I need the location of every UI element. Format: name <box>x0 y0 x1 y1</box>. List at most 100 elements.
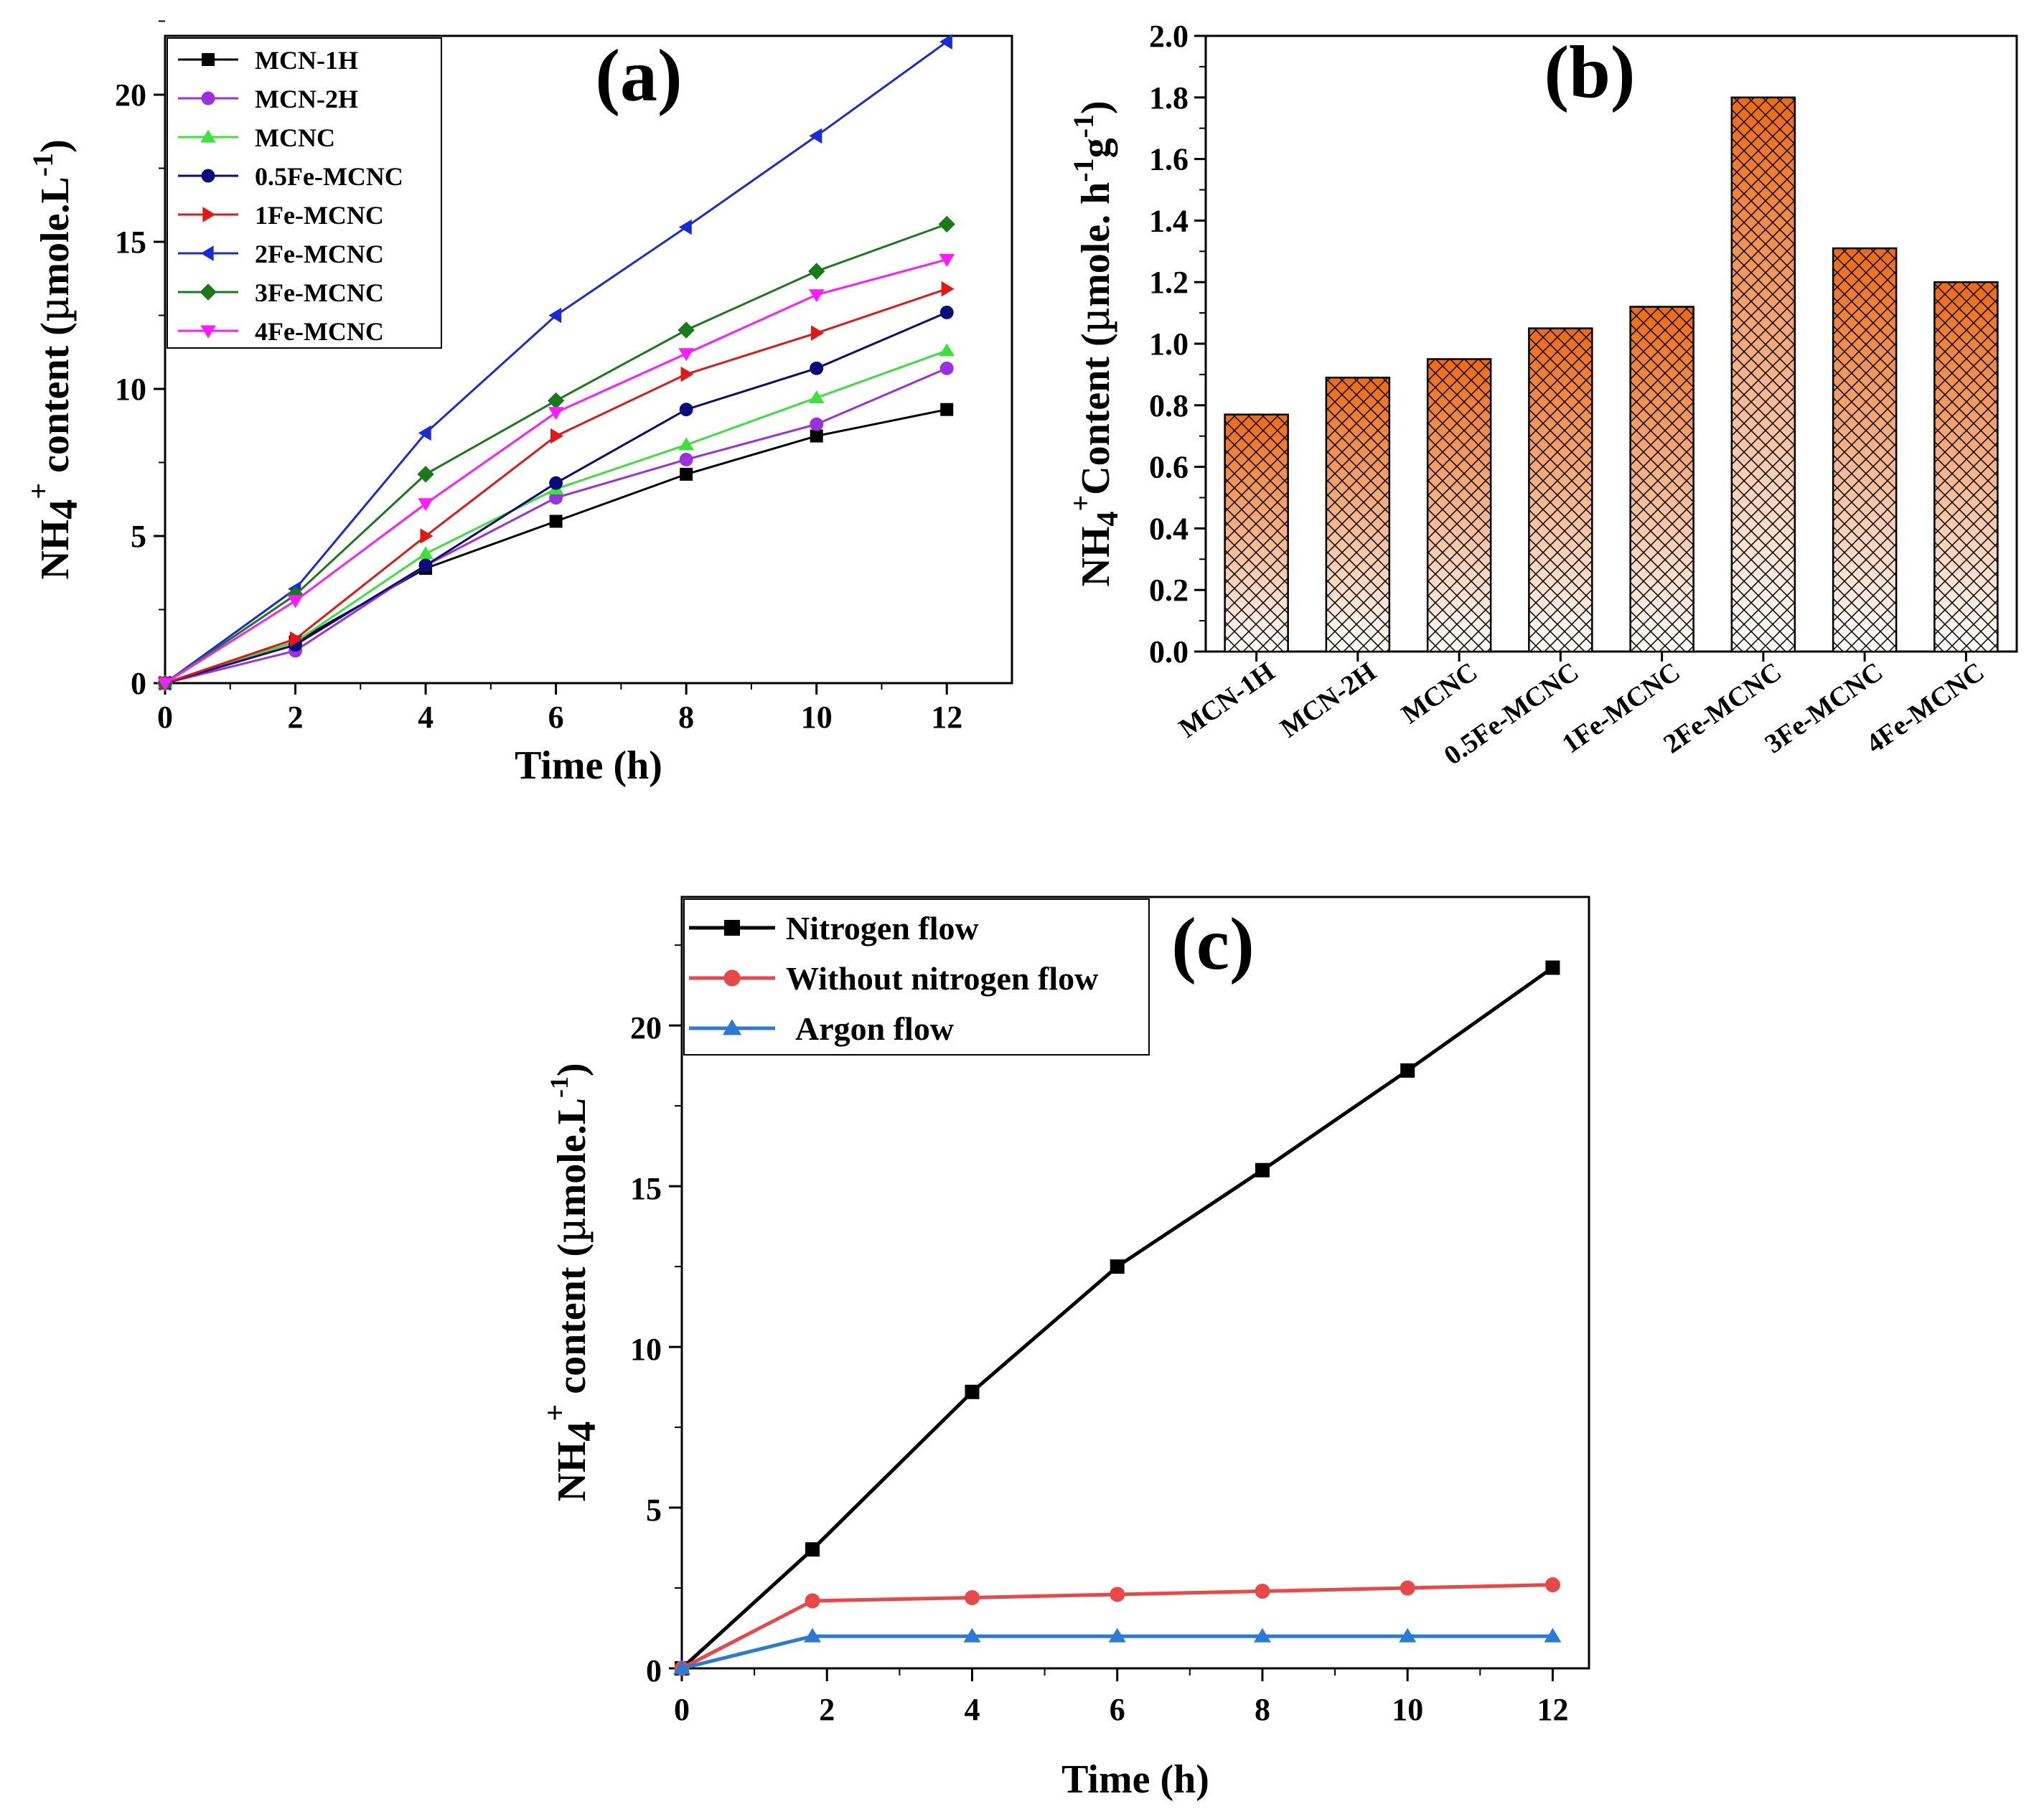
y-label-sup: -1 <box>1067 158 1100 182</box>
data-point <box>1399 1627 1417 1643</box>
panel-c-line-chart: 0 2 4 6 8 10 12 0 5 10 15 20 (c) Nitrogen flow Witho… <box>539 896 1590 1802</box>
y-label-sub4: 4 <box>560 1421 604 1442</box>
data-point <box>548 307 562 324</box>
data-point <box>810 429 823 443</box>
y-tick-label: 20 <box>630 1010 662 1045</box>
data-point <box>808 390 825 403</box>
legend-marker <box>202 207 216 222</box>
data-point <box>1108 1627 1126 1643</box>
panel-c-ticks: 0 2 4 6 8 10 12 0 5 10 15 20 <box>630 944 1568 1727</box>
panel-c-legend: Nitrogen flow Without nitrogen flow Argon … <box>683 898 1150 1056</box>
data-point <box>680 366 694 382</box>
y-label-mu: µ <box>1072 307 1119 333</box>
bar-hatch <box>1224 413 1289 653</box>
legend-label: Argon flow <box>795 1010 954 1047</box>
y-tick-label: 1.8 <box>1149 80 1189 116</box>
data-point <box>938 215 955 233</box>
data-point <box>678 348 694 362</box>
x-tick-label: 2 <box>288 700 304 735</box>
data-point <box>1545 960 1560 975</box>
panel-a-plot-frame <box>164 34 1013 685</box>
category-label: MCN-1H <box>1173 657 1280 744</box>
panel-a-series <box>156 34 955 692</box>
y-label-sup-plus: + <box>22 483 55 499</box>
category-label: MCN-2H <box>1275 657 1382 744</box>
y-label-content: Content ( <box>1074 333 1118 495</box>
data-point <box>420 528 433 544</box>
y-tick-label: 0.4 <box>1149 511 1189 546</box>
legend-marker <box>201 91 215 105</box>
data-point <box>939 34 952 50</box>
data-point <box>1400 1063 1415 1078</box>
y-label-mu: µ <box>32 296 78 322</box>
x-tick-label: 10 <box>1392 1692 1423 1727</box>
y-label-mu: µ <box>548 1217 595 1243</box>
data-point <box>1110 1259 1125 1274</box>
panel-a-line-chart: 0 2 4 6 8 10 12 0 5 10 15 20 (a) MCN-1H MCN-2H MCNC 0.… <box>22 20 1013 788</box>
x-tick-label: 12 <box>931 700 962 735</box>
x-tick-label: 8 <box>1255 1692 1270 1727</box>
panel-a-x-axis-label: Time (h) <box>515 743 662 788</box>
data-point <box>418 425 431 441</box>
y-tick-label: 0.0 <box>1149 634 1189 669</box>
y-tick-label: 0.6 <box>1149 450 1189 485</box>
x-tick-label: 10 <box>801 700 833 735</box>
panel-c-label: (c) <box>1171 903 1254 985</box>
data-point <box>679 452 693 466</box>
y-tick-label: 0.2 <box>1149 573 1189 608</box>
data-point <box>157 677 173 691</box>
series-line <box>680 966 1554 1670</box>
panel-a-legend: MCN-1H MCN-2H MCNC 0.5Fe-MCNC 1Fe-MCNC 2Fe-MC… <box>167 37 442 349</box>
data-point <box>808 289 825 303</box>
panel-b-y-axis-label: NH4+Content (µmole. h-1g-1) <box>1064 100 1125 586</box>
data-point <box>939 253 955 267</box>
legend-marker <box>200 283 217 301</box>
panel-a-ticks: 0 2 4 6 8 10 12 0 5 10 15 20 <box>115 20 962 735</box>
x-tick-label: 2 <box>819 1692 835 1727</box>
data-point <box>805 1542 820 1557</box>
data-point <box>549 476 563 490</box>
y-label-close: ) <box>33 139 78 153</box>
x-tick-label: 0 <box>674 1692 690 1727</box>
panel-c-y-axis-label: NH4+ content (µmole.L-1) <box>539 1063 604 1501</box>
bar-hatch <box>1426 358 1492 653</box>
y-label-sup-plus: + <box>1064 495 1097 512</box>
data-point <box>964 1589 980 1605</box>
x-tick-label: 12 <box>1537 1692 1568 1727</box>
data-point <box>679 403 693 417</box>
legend-marker <box>200 245 214 261</box>
legend-label: 0.5Fe-MCNC <box>255 162 403 191</box>
data-point <box>680 467 693 481</box>
panel-c-plot-frame <box>680 896 1590 1670</box>
y-label-sub4: 4 <box>42 499 86 520</box>
data-point <box>547 392 565 410</box>
data-point <box>1255 1162 1270 1178</box>
y-label-sup2: -1 <box>1067 114 1100 138</box>
y-label-close: ) <box>550 1063 594 1076</box>
data-point <box>289 631 303 647</box>
y-tick-label: 20 <box>115 77 146 113</box>
bar-hatch <box>1832 247 1898 653</box>
y-tick-label: 0.8 <box>1149 388 1189 423</box>
legend-marker <box>723 969 741 987</box>
panel-a-legend-box <box>167 37 442 349</box>
data-point <box>1400 1580 1415 1596</box>
legend-marker <box>724 920 740 936</box>
x-tick-label: 0 <box>157 700 173 735</box>
data-point <box>1544 1577 1560 1593</box>
data-point <box>678 437 694 451</box>
y-label-content: content ( <box>550 1244 594 1404</box>
legend-marker <box>201 169 215 183</box>
x-tick-label: 6 <box>548 700 564 735</box>
data-point <box>805 1593 820 1609</box>
y-label-sup-plus: + <box>539 1404 572 1421</box>
panel-b-bar-chart: 0.00.20.40.60.81.01.21.41.61.82.0MCN-1HM… <box>1064 19 2018 771</box>
data-point <box>939 305 954 319</box>
x-tick-label: 8 <box>678 700 694 735</box>
panel-b-label: (b) <box>1544 31 1635 113</box>
y-label-unit: mole.L <box>33 177 78 296</box>
panel-a-label: (a) <box>595 34 682 117</box>
data-point <box>548 407 564 420</box>
legend-label: Without nitrogen flow <box>786 960 1098 997</box>
